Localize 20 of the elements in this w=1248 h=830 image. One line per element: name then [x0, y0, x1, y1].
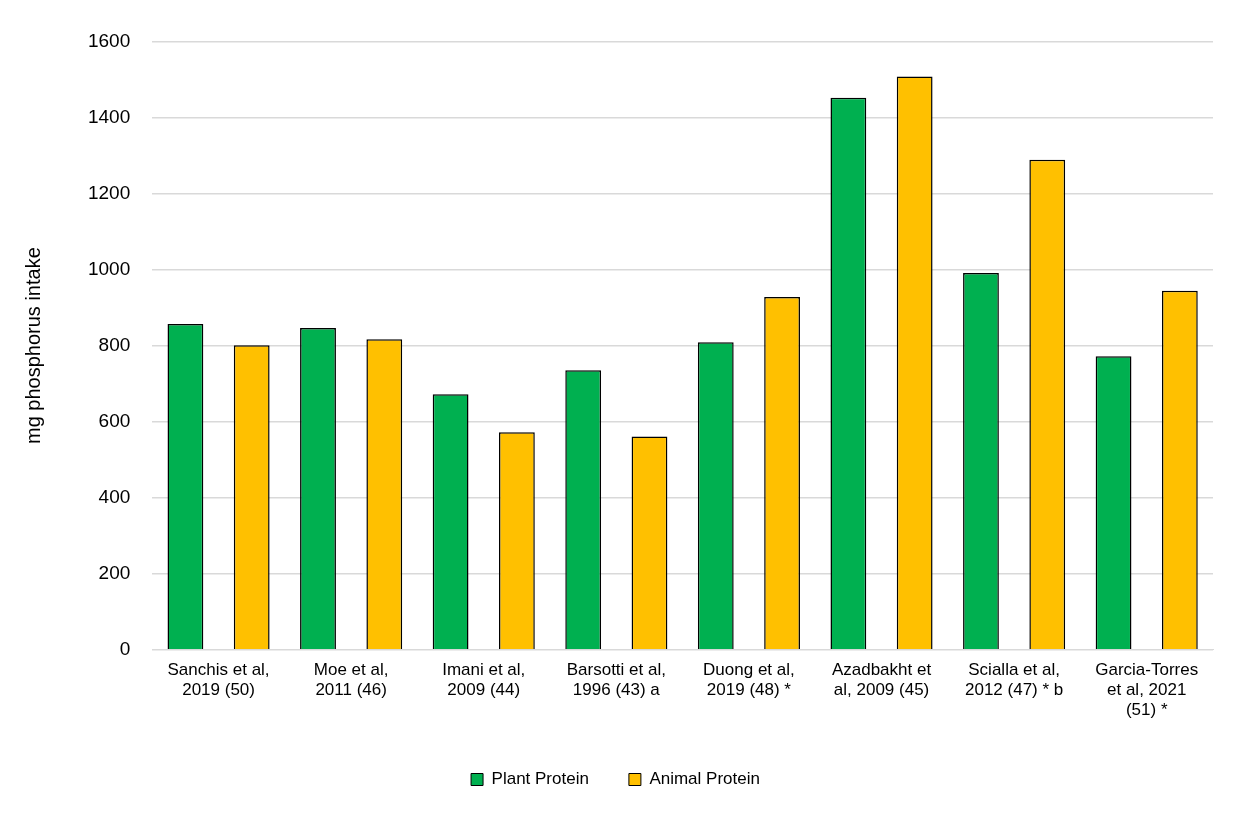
x-tick-label: Scialla et al, 2012 (47) * b — [964, 659, 1064, 700]
y-tick-label: 1000 — [87, 257, 131, 279]
y-tick-label: 600 — [98, 409, 131, 431]
y-tick-label: 0 — [119, 638, 131, 660]
x-tick-label: Moe et al, 2011 (46) — [313, 659, 389, 700]
legend-label: Plant Protein — [491, 769, 589, 789]
y-axis-title: mg phosphorus intake — [21, 247, 44, 444]
y-tick-label: 1400 — [87, 105, 131, 127]
y-tick-label: 1600 — [87, 29, 131, 51]
y-tick-label: 400 — [98, 485, 131, 507]
x-tick-label: Azadbakht et al, 2009 (45) — [831, 659, 932, 700]
x-tick-label: Barsotti et al, 1996 (43) a — [566, 659, 666, 700]
y-tick-label: 1200 — [87, 181, 131, 203]
x-tick-label: Garcia-Torres et al, 2021 (51) * — [1095, 659, 1199, 720]
x-tick-label: Sanchis et al, 2019 (50) — [167, 659, 270, 700]
y-tick-label: 800 — [98, 333, 131, 355]
legend-label: Animal Protein — [649, 769, 760, 789]
y-tick-label: 200 — [98, 561, 131, 583]
x-tick-label: Imani et al, 2009 (44) — [442, 659, 526, 700]
x-tick-label: Duong et al, 2019 (48) * — [703, 659, 795, 700]
